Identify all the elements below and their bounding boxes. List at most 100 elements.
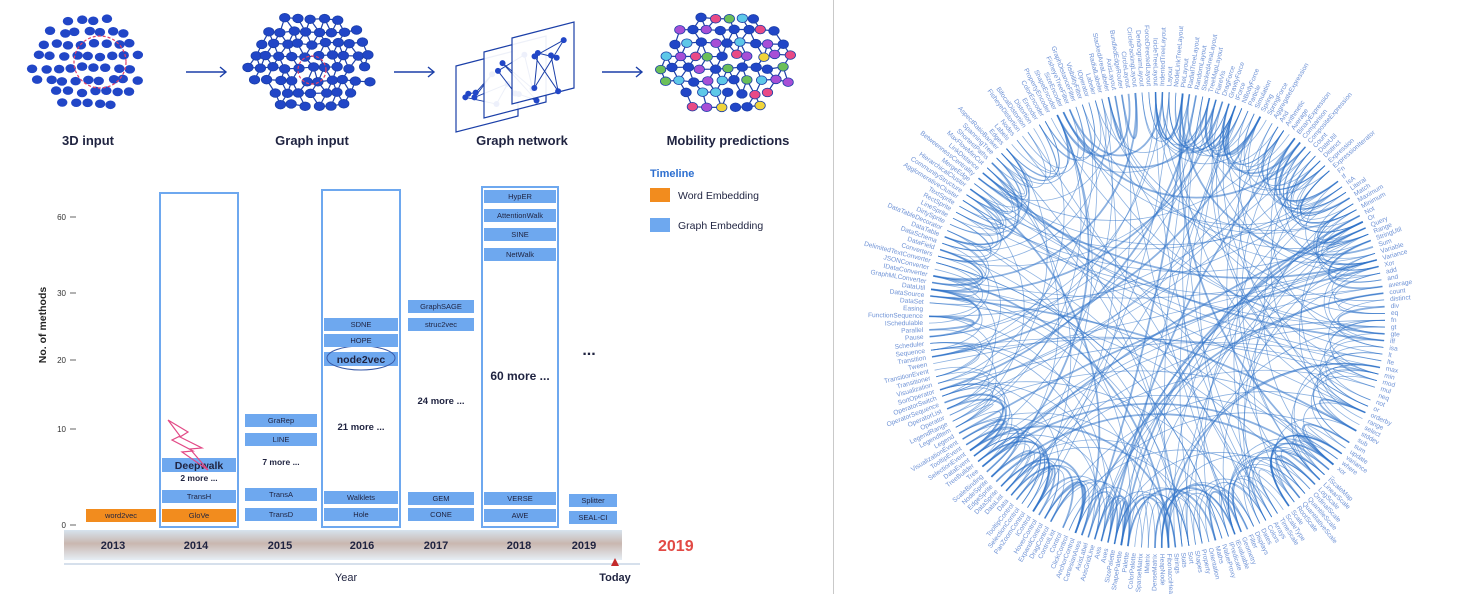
graph-node — [710, 38, 722, 48]
link-curve — [1108, 97, 1383, 355]
pipeline-step-label: Graph network — [476, 133, 569, 148]
node-label: _ — [1330, 470, 1338, 479]
graph-node — [88, 63, 99, 72]
method-box — [408, 492, 474, 505]
link-curve — [982, 172, 1273, 518]
graph-node — [669, 39, 681, 50]
link-curve — [1011, 109, 1079, 175]
method-label: Deepwalk — [175, 460, 224, 472]
graph-node — [338, 27, 351, 37]
graph-node — [76, 62, 88, 71]
link-curve — [1016, 468, 1065, 522]
link-curve — [929, 302, 1311, 490]
link-curve — [1237, 110, 1290, 168]
graph-node — [769, 49, 781, 60]
graph-node — [722, 87, 734, 97]
node-label: fn — [1391, 317, 1397, 324]
link-curve — [1155, 91, 1273, 518]
method-label: AWE — [512, 511, 529, 520]
graph-node — [531, 84, 538, 91]
link-curve — [931, 116, 1262, 358]
link-curve — [930, 336, 1377, 381]
node-label: iff — [1390, 338, 1396, 345]
graph-node — [293, 63, 305, 74]
link-curve — [952, 403, 994, 428]
link-curve — [1216, 103, 1369, 407]
graph-node — [82, 51, 93, 61]
year-label: 2015 — [268, 540, 292, 552]
method-label: CONE — [430, 510, 452, 519]
node-label: DataUtil — [901, 282, 926, 292]
node-label: ISchedulable — [885, 320, 924, 328]
link-curve — [1275, 417, 1357, 503]
link-curve — [1062, 99, 1217, 169]
graph-node — [326, 75, 339, 85]
node-label: max — [1385, 366, 1399, 376]
graph-node — [101, 86, 112, 95]
graph-node — [777, 39, 789, 49]
graph-node — [93, 76, 104, 86]
more-methods-label: 21 more ... — [338, 422, 385, 433]
node-label: Transition — [897, 355, 927, 367]
node-label: DenseMatrix — [1151, 553, 1158, 591]
node-label: Fn — [1336, 165, 1347, 175]
graph-node — [256, 39, 268, 50]
x-axis-label: Year — [335, 572, 358, 584]
link-curve — [1032, 476, 1085, 534]
link-curve — [959, 194, 1002, 225]
graph-edge — [534, 56, 559, 92]
link-curve — [1093, 495, 1131, 547]
method-box — [484, 492, 556, 505]
method-box — [324, 334, 398, 347]
method-box — [324, 491, 398, 504]
node-label: If — [1341, 173, 1348, 181]
link-curve — [944, 394, 1013, 467]
graph-node — [471, 94, 478, 101]
link-curve — [1179, 105, 1236, 545]
graph-node — [123, 87, 135, 96]
link-curve — [1178, 93, 1334, 466]
graph-node — [248, 75, 261, 85]
legend-swatch — [650, 218, 670, 232]
link-curve — [928, 315, 975, 331]
node-label: isa — [1389, 345, 1399, 353]
link-curve — [1081, 104, 1357, 234]
link-curve — [1174, 92, 1210, 143]
method-box — [408, 318, 474, 331]
graph-node — [736, 13, 748, 23]
link-curve — [1269, 465, 1301, 503]
link-curve — [932, 282, 1334, 465]
graph-node — [716, 102, 728, 113]
graph-node — [349, 76, 361, 86]
link-curve — [932, 236, 987, 286]
graph-node — [269, 88, 281, 98]
node-label: lt — [1388, 352, 1392, 359]
link-curve — [939, 95, 1197, 391]
link-curve — [931, 91, 1157, 358]
graph-node — [105, 100, 116, 110]
node-label: Easing — [903, 305, 924, 313]
graph-node — [242, 62, 254, 73]
more-methods-label: 7 more ... — [262, 457, 299, 467]
graph-node — [690, 51, 702, 62]
year-label: 2018 — [507, 540, 531, 552]
method-label: Hole — [353, 510, 368, 519]
graph-node — [44, 51, 55, 61]
graph-node — [325, 101, 337, 111]
lightning-icon — [167, 419, 209, 471]
link-curve — [1160, 484, 1249, 548]
link-curve — [974, 183, 1382, 362]
graph-node — [321, 88, 333, 98]
node-label: DataSource — [889, 289, 925, 300]
method-box — [484, 209, 556, 222]
link-curve — [995, 439, 1229, 537]
graph-node — [728, 24, 740, 35]
graph-node — [758, 52, 770, 62]
graph-node — [274, 27, 286, 38]
link-curve — [1328, 266, 1385, 341]
graph-node — [337, 50, 349, 61]
node-label: min — [1383, 372, 1395, 381]
method-box — [569, 494, 617, 507]
graph-node — [338, 99, 350, 109]
link-curve — [1297, 165, 1363, 233]
